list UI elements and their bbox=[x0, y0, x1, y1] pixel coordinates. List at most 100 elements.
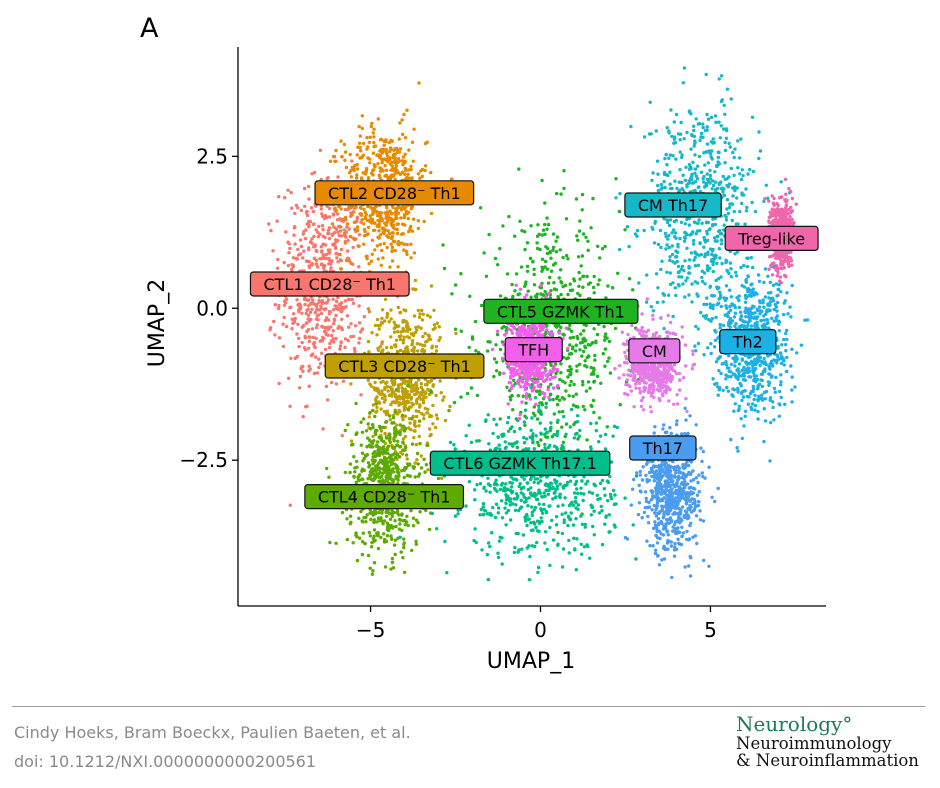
point bbox=[715, 261, 719, 266]
point bbox=[509, 485, 514, 489]
point bbox=[336, 326, 340, 330]
point bbox=[548, 250, 552, 254]
point bbox=[394, 166, 398, 170]
point bbox=[513, 234, 517, 238]
point bbox=[386, 229, 390, 233]
point bbox=[398, 311, 402, 315]
point bbox=[390, 526, 395, 530]
point bbox=[678, 150, 682, 154]
point bbox=[537, 502, 541, 506]
point bbox=[401, 329, 405, 333]
point bbox=[496, 435, 501, 439]
point bbox=[397, 455, 401, 459]
point bbox=[555, 484, 560, 488]
point bbox=[560, 512, 564, 516]
point bbox=[355, 173, 359, 177]
point bbox=[382, 143, 386, 147]
point bbox=[300, 311, 304, 315]
point bbox=[543, 530, 548, 534]
point bbox=[338, 258, 343, 262]
point bbox=[673, 179, 677, 183]
point bbox=[385, 206, 389, 210]
point bbox=[678, 236, 682, 241]
point bbox=[330, 333, 334, 338]
point bbox=[672, 120, 676, 124]
point bbox=[393, 147, 397, 151]
point bbox=[685, 130, 689, 135]
point bbox=[576, 503, 581, 507]
point bbox=[668, 170, 672, 174]
point bbox=[689, 147, 693, 151]
point bbox=[717, 162, 722, 166]
point bbox=[387, 432, 391, 437]
point bbox=[384, 216, 388, 220]
point bbox=[473, 498, 477, 502]
point bbox=[585, 543, 589, 547]
point bbox=[718, 256, 722, 260]
point bbox=[391, 566, 396, 570]
point bbox=[653, 219, 658, 224]
point bbox=[548, 392, 553, 396]
point bbox=[692, 220, 697, 224]
point bbox=[324, 330, 328, 334]
point bbox=[782, 273, 787, 278]
point bbox=[496, 551, 500, 555]
point bbox=[603, 364, 607, 368]
point bbox=[307, 335, 311, 339]
point bbox=[790, 209, 794, 213]
point bbox=[733, 252, 737, 256]
point bbox=[733, 147, 737, 151]
point bbox=[373, 414, 377, 419]
point bbox=[357, 336, 362, 341]
point bbox=[654, 272, 659, 276]
point bbox=[326, 298, 331, 302]
point bbox=[329, 266, 333, 270]
point bbox=[595, 374, 600, 378]
point bbox=[560, 396, 565, 400]
point bbox=[498, 417, 502, 421]
point bbox=[376, 162, 380, 166]
point bbox=[352, 346, 357, 351]
point bbox=[507, 214, 511, 219]
point bbox=[301, 232, 305, 236]
point bbox=[348, 462, 353, 466]
point bbox=[366, 378, 370, 382]
point bbox=[637, 281, 641, 285]
point bbox=[676, 132, 681, 136]
point bbox=[581, 285, 585, 289]
point bbox=[567, 352, 572, 356]
point bbox=[665, 163, 669, 167]
point bbox=[360, 430, 365, 434]
point bbox=[351, 301, 356, 306]
point bbox=[708, 227, 712, 231]
point bbox=[310, 327, 315, 331]
point bbox=[367, 530, 371, 535]
point bbox=[496, 555, 501, 560]
point bbox=[711, 137, 715, 141]
point bbox=[533, 396, 538, 400]
point bbox=[543, 259, 548, 264]
point bbox=[357, 304, 361, 308]
point bbox=[543, 442, 547, 447]
point bbox=[409, 164, 413, 168]
point bbox=[564, 356, 569, 361]
point bbox=[409, 167, 413, 172]
point bbox=[404, 453, 409, 457]
point bbox=[709, 342, 713, 346]
point bbox=[339, 326, 344, 330]
point bbox=[401, 338, 406, 342]
point bbox=[674, 236, 678, 240]
point bbox=[658, 228, 663, 233]
point bbox=[377, 213, 382, 217]
point bbox=[494, 343, 498, 347]
point bbox=[418, 312, 422, 316]
point bbox=[355, 225, 360, 229]
point bbox=[348, 522, 352, 526]
point bbox=[394, 164, 398, 168]
point bbox=[586, 343, 590, 347]
point bbox=[583, 408, 587, 412]
point bbox=[282, 315, 286, 320]
point bbox=[625, 225, 630, 229]
point bbox=[307, 304, 311, 308]
point bbox=[685, 246, 689, 250]
